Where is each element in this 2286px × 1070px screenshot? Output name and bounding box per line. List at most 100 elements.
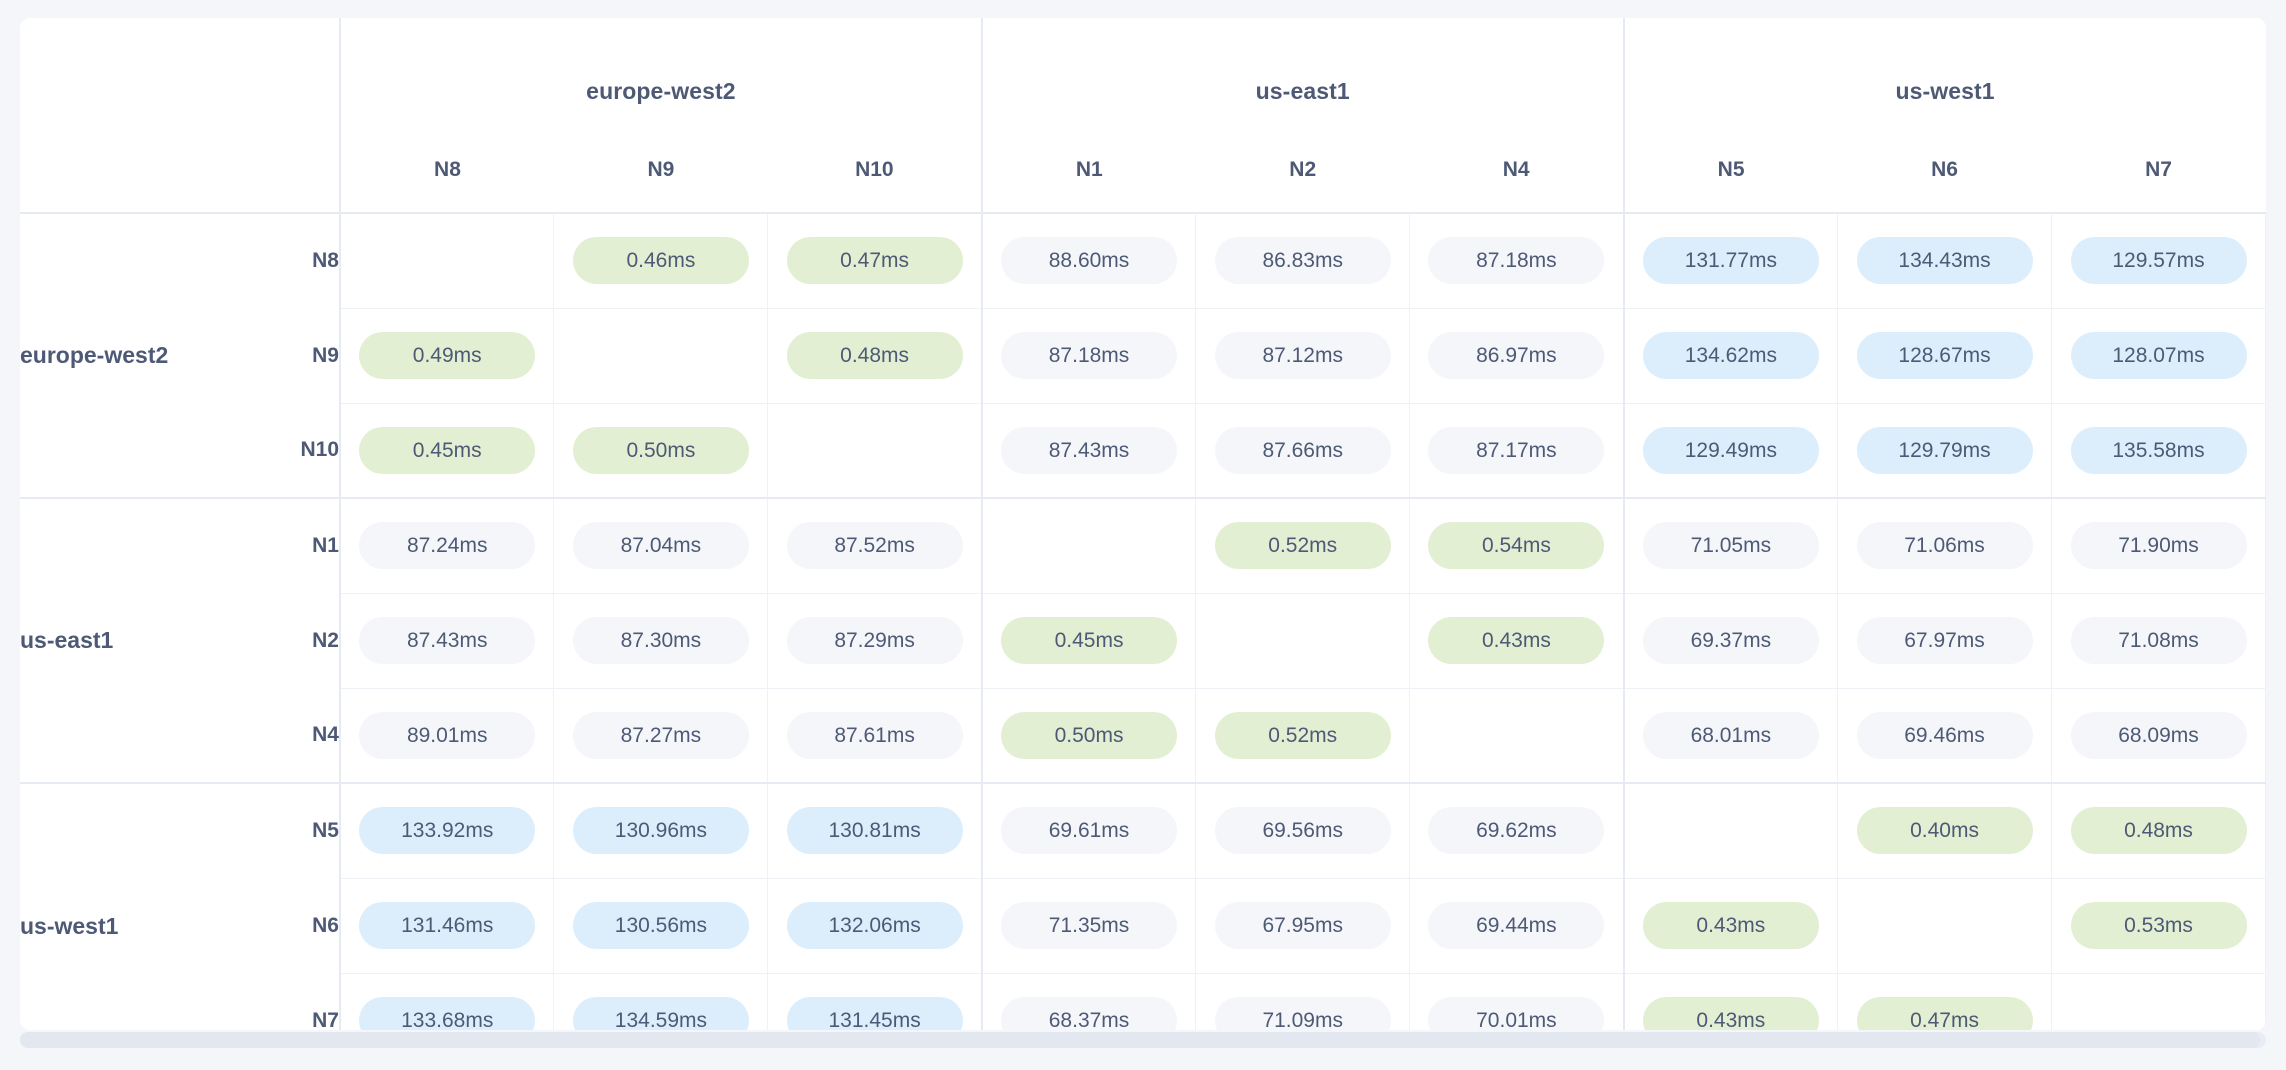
latency-pill: 68.37ms	[1001, 997, 1178, 1030]
latency-cell[interactable]: 0.46ms	[553, 212, 769, 309]
latency-cell[interactable]: 130.56ms	[553, 878, 769, 974]
latency-cell[interactable]: 87.66ms	[1195, 403, 1411, 499]
latency-cell[interactable]: 69.62ms	[1409, 782, 1625, 879]
latency-pill: 87.52ms	[786, 522, 963, 570]
latency-cell[interactable]: 69.44ms	[1409, 878, 1625, 974]
latency-cell[interactable]: 131.77ms	[1622, 212, 1839, 309]
latency-cell[interactable]: 0.45ms	[980, 593, 1197, 689]
latency-cell[interactable]: 87.43ms	[339, 593, 555, 689]
latency-cell[interactable]: 134.59ms	[553, 973, 769, 1030]
latency-cell[interactable]: 130.81ms	[767, 782, 983, 879]
horizontal-scrollbar[interactable]	[20, 1032, 2266, 1048]
latency-cell[interactable]: 0.40ms	[1837, 782, 2052, 879]
latency-cell[interactable]: 87.43ms	[980, 403, 1197, 499]
latency-cell[interactable]: 87.30ms	[553, 593, 769, 689]
latency-cell[interactable]: 87.12ms	[1195, 308, 1411, 404]
latency-cell[interactable]: 0.49ms	[339, 308, 555, 404]
latency-cell[interactable]	[1837, 878, 2052, 974]
latency-cell[interactable]	[2051, 973, 2266, 1030]
latency-cell[interactable]: 0.43ms	[1409, 593, 1625, 689]
latency-pill: 131.46ms	[359, 902, 536, 949]
latency-cell[interactable]: 0.43ms	[1622, 973, 1839, 1030]
latency-cell[interactable]: 0.52ms	[1195, 497, 1411, 594]
latency-cell[interactable]: 71.06ms	[1837, 497, 2052, 594]
latency-cell[interactable]: 67.95ms	[1195, 878, 1411, 974]
table-row: N10 0.45ms 0.50ms 87.43ms 87.66ms 87.17ms 129.…	[20, 403, 2266, 499]
latency-cell[interactable]: 133.68ms	[339, 973, 555, 1030]
latency-cell[interactable]: 71.90ms	[2051, 497, 2266, 594]
row-header-N1: N1	[180, 497, 341, 593]
column-group-label: us-east1	[1255, 77, 1350, 104]
latency-cell[interactable]: 0.50ms	[553, 403, 769, 499]
latency-cell[interactable]: 0.47ms	[767, 212, 983, 309]
latency-cell[interactable]: 0.45ms	[339, 403, 555, 499]
latency-pill: 86.97ms	[1428, 332, 1605, 379]
latency-cell[interactable]: 0.50ms	[980, 688, 1197, 784]
latency-cell[interactable]: 87.61ms	[767, 688, 983, 784]
latency-cell[interactable]: 0.53ms	[2051, 878, 2266, 974]
latency-cell[interactable]: 71.09ms	[1195, 973, 1411, 1030]
latency-cell[interactable]: 0.52ms	[1195, 688, 1411, 784]
latency-cell[interactable]: 86.97ms	[1409, 308, 1625, 404]
latency-pill: 71.90ms	[2070, 522, 2247, 570]
table-row: N6 131.46ms 130.56ms 132.06ms 71.35ms 67.95ms…	[20, 878, 2266, 974]
latency-cell[interactable]: 71.05ms	[1622, 497, 1839, 594]
latency-cell[interactable]: 70.01ms	[1409, 973, 1625, 1030]
latency-pill: 0.47ms	[1856, 997, 2033, 1030]
scrollbar-thumb[interactable]	[20, 1032, 2260, 1048]
latency-cell[interactable]: 87.04ms	[553, 497, 769, 594]
latency-cell[interactable]: 71.08ms	[2051, 593, 2266, 689]
table-body: europe-west2 N8 0.46ms 0.47ms 88.60ms 86.83ms…	[20, 212, 2266, 1030]
latency-cell[interactable]: 133.92ms	[339, 782, 555, 879]
latency-cell[interactable]: 69.46ms	[1837, 688, 2052, 784]
latency-cell[interactable]: 87.17ms	[1409, 403, 1625, 499]
latency-cell[interactable]: 0.43ms	[1622, 878, 1839, 974]
latency-cell[interactable]	[1622, 782, 1839, 879]
latency-cell[interactable]: 86.83ms	[1195, 212, 1411, 309]
latency-cell[interactable]: 68.01ms	[1622, 688, 1839, 784]
latency-cell[interactable]: 87.18ms	[1409, 212, 1625, 309]
latency-cell[interactable]: 132.06ms	[767, 878, 983, 974]
latency-cell[interactable]: 129.57ms	[2051, 212, 2266, 309]
latency-cell[interactable]: 135.58ms	[2051, 403, 2266, 499]
latency-cell[interactable]: 0.47ms	[1837, 973, 2052, 1030]
latency-cell[interactable]: 69.61ms	[980, 782, 1197, 879]
latency-cell[interactable]: 129.79ms	[1837, 403, 2052, 499]
latency-cell[interactable]: 89.01ms	[339, 688, 555, 784]
latency-cell[interactable]: 87.24ms	[339, 497, 555, 594]
latency-cell[interactable]	[1195, 593, 1411, 689]
latency-cell[interactable]: 87.29ms	[767, 593, 983, 689]
latency-cell[interactable]: 69.37ms	[1622, 593, 1839, 689]
latency-cell[interactable]: 69.56ms	[1195, 782, 1411, 879]
latency-cell[interactable]: 130.96ms	[553, 782, 769, 879]
latency-cell[interactable]	[980, 497, 1197, 594]
latency-cell[interactable]	[767, 403, 983, 499]
latency-cell[interactable]: 129.49ms	[1622, 403, 1839, 499]
latency-cell[interactable]: 131.45ms	[767, 973, 983, 1030]
latency-pill: 87.61ms	[786, 711, 963, 759]
latency-cell[interactable]: 0.48ms	[767, 308, 983, 404]
latency-cell[interactable]: 87.52ms	[767, 497, 983, 594]
latency-cell[interactable]: 0.54ms	[1409, 497, 1625, 594]
column-group-label: us-west1	[1895, 77, 1995, 104]
latency-pill: 71.08ms	[2070, 617, 2247, 664]
row-header-N7: N7	[180, 973, 341, 1030]
table-row: N7 133.68ms 134.59ms 131.45ms 68.37ms 71.09ms…	[20, 973, 2266, 1030]
latency-cell[interactable]: 67.97ms	[1837, 593, 2052, 689]
latency-cell[interactable]: 128.07ms	[2051, 308, 2266, 404]
latency-cell[interactable]: 128.67ms	[1837, 308, 2052, 404]
latency-cell[interactable]	[339, 212, 555, 309]
latency-cell[interactable]: 68.37ms	[980, 973, 1197, 1030]
latency-cell[interactable]: 0.48ms	[2051, 782, 2266, 879]
latency-cell[interactable]: 131.46ms	[339, 878, 555, 974]
latency-cell[interactable]	[553, 308, 769, 404]
latency-cell[interactable]: 88.60ms	[980, 212, 1197, 309]
latency-cell[interactable]: 68.09ms	[2051, 688, 2266, 784]
latency-cell[interactable]: 134.62ms	[1622, 308, 1839, 404]
latency-cell[interactable]	[1409, 688, 1625, 784]
latency-cell[interactable]: 71.35ms	[980, 878, 1197, 974]
latency-cell[interactable]: 87.18ms	[980, 308, 1197, 404]
table-row: europe-west2 N8 0.46ms 0.47ms 88.60ms 86.83ms…	[20, 212, 2266, 498]
latency-cell[interactable]: 87.27ms	[553, 688, 769, 784]
latency-cell[interactable]: 134.43ms	[1837, 212, 2052, 309]
